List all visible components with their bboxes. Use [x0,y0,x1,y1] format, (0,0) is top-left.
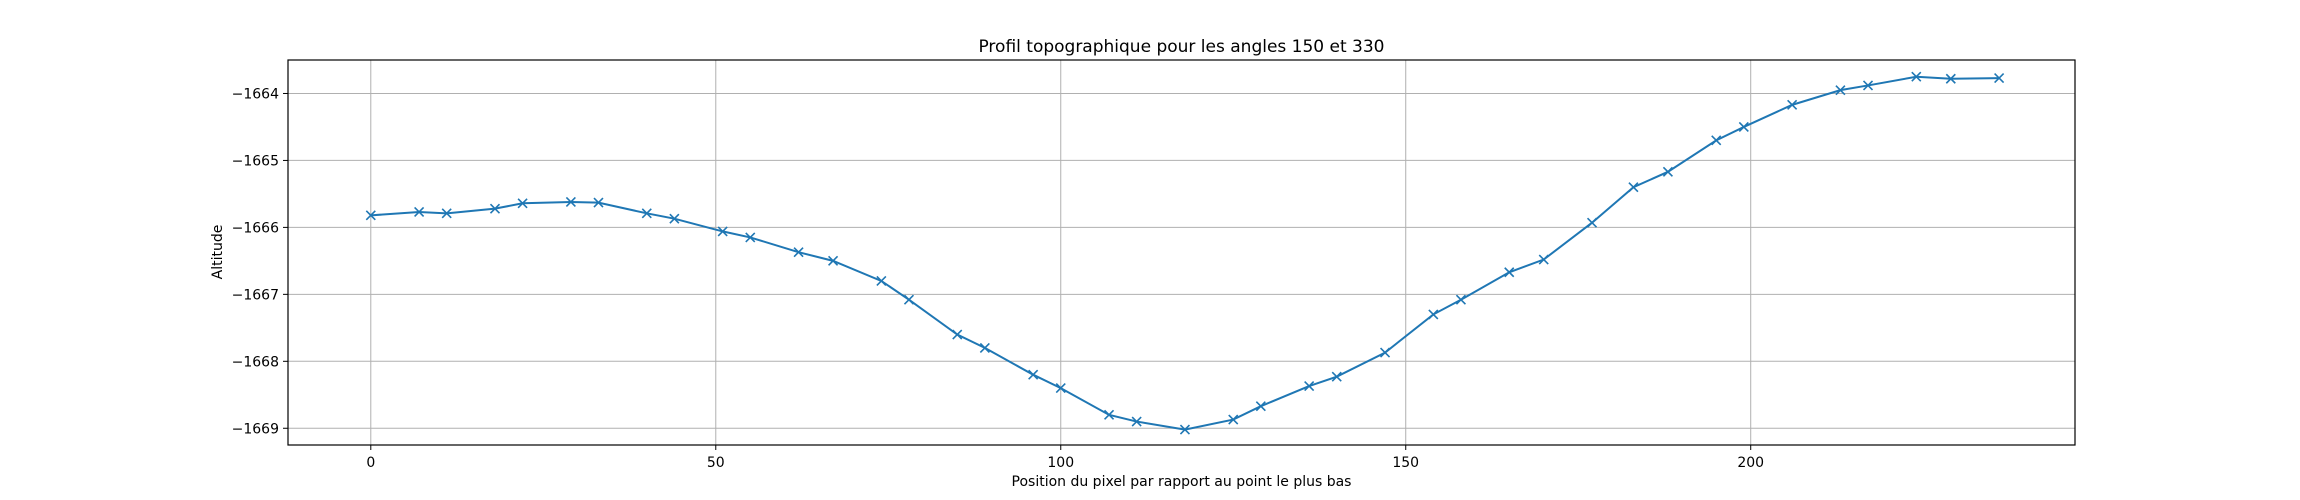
y-tick-label: −1668 [232,354,279,370]
data-point-marker [1628,182,1639,193]
data-point-marker [593,197,604,208]
y-tick-label: −1665 [232,153,279,169]
grid-layer [288,60,2075,445]
data-point-marker [1711,135,1722,146]
data-point-marker [641,208,652,219]
data-point-marker [489,203,501,214]
data-point-marker [1331,371,1342,382]
data-point-marker [1835,85,1846,96]
data-point-marker [1738,121,1749,133]
data-point-marker [1538,254,1549,265]
data-point-marker [1504,267,1515,278]
x-tick-label: 100 [1047,455,1074,471]
data-point-marker [876,275,887,287]
data-point-marker [717,226,728,237]
data-point-marker [903,294,915,305]
x-tick-label: 50 [707,455,725,471]
data-point-marker [1862,80,1874,91]
y-axis-label: Altitude [210,225,226,280]
plot-frame [287,59,2076,446]
data-point-marker [1379,347,1391,358]
data-point-marker [1055,383,1066,394]
data-point-marker [365,210,376,221]
ticks-layer: 0 50 100 150 200 −1664 −1665 −1666 −1667 −1668 −16… [232,86,1764,471]
data-point-marker [1228,414,1239,425]
x-tick-label: 200 [1737,455,1764,471]
data-point-marker [979,342,990,353]
data-point-marker [745,232,756,243]
data-point-marker [1586,217,1598,228]
data-point-marker [1787,99,1798,110]
data-point-marker [414,206,425,218]
data-point-marker [517,198,528,209]
series-line [370,75,2000,431]
y-tick-label: −1666 [232,220,279,236]
data-point-marker [1179,424,1191,435]
data-point-marker [1131,416,1142,427]
x-tick-label: 0 [366,455,375,471]
data-point-marker [952,329,963,340]
data-point-marker [1662,166,1673,177]
data-point-marker [1994,73,2005,84]
data-point-marker [669,213,680,224]
y-tick-label: −1669 [232,421,279,437]
data-point-marker [441,208,452,219]
data-point-marker [828,255,839,266]
data-point-marker [1455,294,1466,305]
data-point-marker [1911,71,1922,82]
series-layer [365,71,2005,435]
data-point-marker [1304,381,1315,392]
chart-title: Profil topographique pour les angles 150… [978,37,1384,57]
data-point-marker [565,196,576,208]
data-point-marker [1945,73,1956,84]
x-tick-label: 150 [1392,455,1419,471]
y-tick-label: −1664 [232,86,279,102]
data-point-marker [1103,409,1115,420]
data-point-marker [793,247,804,258]
x-axis-label: Position du pixel par rapport au point l… [1012,474,1352,490]
data-point-marker [1255,401,1266,412]
y-tick-label: −1667 [232,287,279,303]
data-point-marker [1028,369,1039,380]
data-point-marker [1428,309,1439,320]
